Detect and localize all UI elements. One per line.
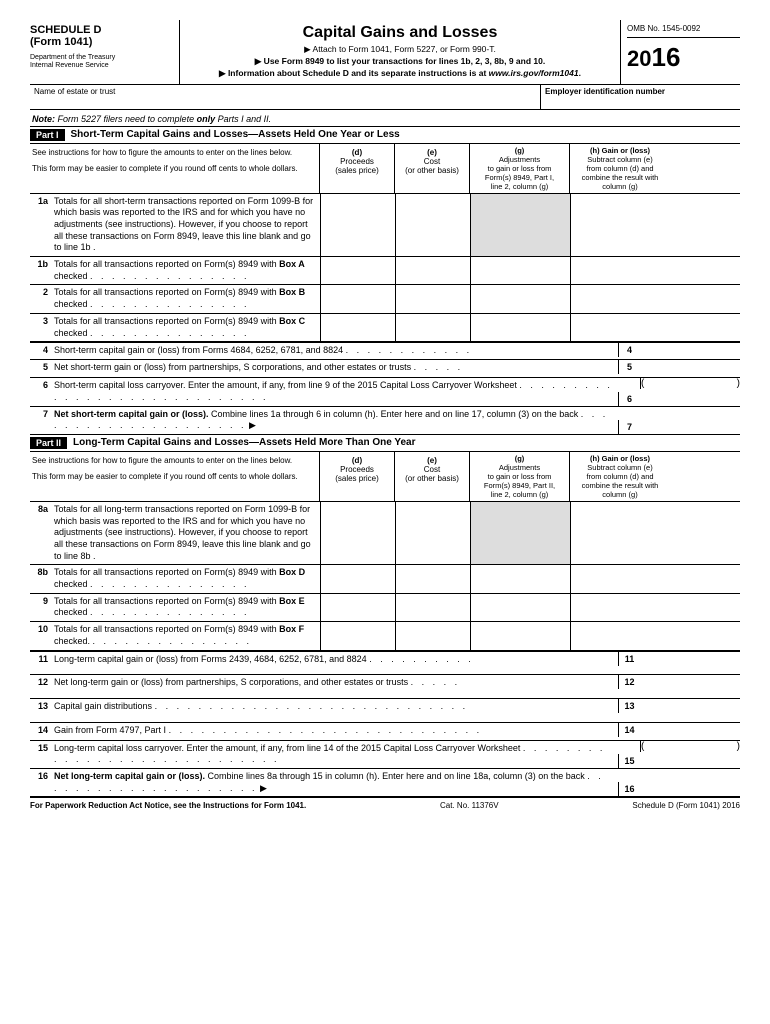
footer: For Paperwork Reduction Act Notice, see … — [30, 797, 740, 810]
cell-15[interactable]: () — [640, 741, 740, 752]
cell-3-h[interactable] — [570, 314, 670, 341]
name-of-estate-label[interactable]: Name of estate or trust — [30, 85, 540, 109]
cell-10-e[interactable] — [395, 622, 470, 649]
part2-col-headers: See instructions for how to figure the a… — [30, 452, 740, 502]
cell-2-h[interactable] — [570, 285, 670, 312]
cell-3-e[interactable] — [395, 314, 470, 341]
line-14: 14 Gain from Form 4797, Part I . . . . .… — [30, 723, 740, 741]
cell-1a-e[interactable] — [395, 194, 470, 256]
part1-tag: Part I — [30, 129, 65, 141]
line-1b: 1b Totals for all transactions reported … — [30, 257, 740, 285]
cell-8b-h[interactable] — [570, 565, 670, 592]
cell-2-e[interactable] — [395, 285, 470, 312]
schedule-label: SCHEDULE D — [30, 24, 173, 36]
form-label: (Form 1041) — [30, 36, 173, 48]
cell-9-g[interactable] — [470, 594, 570, 621]
line-1a: 1a Totals for all short-term transaction… — [30, 194, 740, 257]
cell-1a-d[interactable] — [320, 194, 395, 256]
cell-10-g[interactable] — [470, 622, 570, 649]
cell-1b-h[interactable] — [570, 257, 670, 284]
header-left: SCHEDULE D (Form 1041) Department of the… — [30, 20, 180, 84]
sub1: ▶ Attach to Form 1041, Form 5227, or For… — [188, 44, 612, 56]
cell-2-d[interactable] — [320, 285, 395, 312]
cell-8a-g — [470, 502, 570, 564]
dept-label: Department of the Treasury Internal Reve… — [30, 54, 173, 69]
footer-left: For Paperwork Reduction Act Notice, see … — [30, 801, 306, 810]
ein-label[interactable]: Employer identification number — [540, 85, 740, 109]
cell-9-e[interactable] — [395, 594, 470, 621]
part2-title: Long-Term Capital Gains and Losses—Asset… — [73, 437, 416, 448]
col-d: (d) Proceeds (sales price) — [320, 144, 395, 193]
line-11: 11 Long-term capital gain or (loss) from… — [30, 651, 740, 675]
cell-8b-d[interactable] — [320, 565, 395, 592]
line-12: 12 Net long-term gain or (loss) from par… — [30, 675, 740, 699]
note: Note: Form 5227 filers need to complete … — [30, 110, 740, 127]
footer-right: Schedule D (Form 1041) 2016 — [632, 801, 740, 810]
part1-title: Short-Term Capital Gains and Losses—Asse… — [71, 129, 400, 140]
cell-8b-e[interactable] — [395, 565, 470, 592]
col-instr: See instructions for how to figure the a… — [30, 144, 320, 193]
line-2: 2 Totals for all transactions reported o… — [30, 285, 740, 313]
line-10: 10 Totals for all transactions reported … — [30, 622, 740, 650]
tax-year: 2016 — [627, 42, 740, 73]
cell-6[interactable]: () — [640, 378, 740, 389]
part2-tag: Part II — [30, 437, 67, 449]
footer-mid: Cat. No. 11376V — [440, 801, 499, 810]
line-16: 16 Net long-term capital gain or (loss).… — [30, 769, 740, 797]
form-title: Capital Gains and Losses — [188, 24, 612, 42]
header-mid: Capital Gains and Losses ▶ Attach to For… — [180, 20, 620, 84]
line-9: 9 Totals for all transactions reported o… — [30, 594, 740, 622]
part1-col-headers: See instructions for how to figure the a… — [30, 144, 740, 194]
line-13: 13 Capital gain distributions . . . . . … — [30, 699, 740, 723]
cell-1a-g — [470, 194, 570, 256]
cell-1b-g[interactable] — [470, 257, 570, 284]
line-15: 15 Long-term capital loss carryover. Ent… — [30, 741, 740, 769]
cell-8a-e[interactable] — [395, 502, 470, 564]
line-8b: 8b Totals for all transactions reported … — [30, 565, 740, 593]
col-e: (e) Cost (or other basis) — [395, 144, 470, 193]
cell-9-d[interactable] — [320, 594, 395, 621]
name-row: Name of estate or trust Employer identif… — [30, 85, 740, 110]
part2-header: Part II Long-Term Capital Gains and Loss… — [30, 435, 740, 452]
cell-8b-g[interactable] — [470, 565, 570, 592]
line-6: 6 Short-term capital loss carryover. Ent… — [30, 378, 740, 406]
part1-header: Part I Short-Term Capital Gains and Loss… — [30, 127, 740, 144]
line-3: 3 Totals for all transactions reported o… — [30, 314, 740, 342]
cell-3-d[interactable] — [320, 314, 395, 341]
form-page: SCHEDULE D (Form 1041) Department of the… — [0, 0, 770, 830]
line-5: 5 Net short-term gain or (loss) from par… — [30, 360, 740, 378]
line-7: 7 Net short-term capital gain or (loss).… — [30, 407, 740, 435]
header-right: OMB No. 1545-0092 2016 — [620, 20, 740, 84]
cell-1a-h[interactable] — [570, 194, 670, 256]
header: SCHEDULE D (Form 1041) Department of the… — [30, 20, 740, 85]
col-h: (h) Gain or (loss) Subtract column (e) f… — [570, 144, 670, 193]
col-g: (g) Adjustments to gain or loss from For… — [470, 144, 570, 193]
cell-1b-d[interactable] — [320, 257, 395, 284]
cell-8a-h[interactable] — [570, 502, 670, 564]
cell-2-g[interactable] — [470, 285, 570, 312]
cell-10-h[interactable] — [570, 622, 670, 649]
sub3: ▶ Information about Schedule D and its s… — [188, 68, 612, 80]
cell-10-d[interactable] — [320, 622, 395, 649]
cell-1b-e[interactable] — [395, 257, 470, 284]
line-8a: 8a Totals for all long-term transactions… — [30, 502, 740, 565]
cell-9-h[interactable] — [570, 594, 670, 621]
omb-number: OMB No. 1545-0092 — [627, 24, 740, 38]
cell-8a-d[interactable] — [320, 502, 395, 564]
line-4: 4 Short-term capital gain or (loss) from… — [30, 342, 740, 360]
sub2: ▶ Use Form 8949 to list your transaction… — [188, 56, 612, 68]
cell-3-g[interactable] — [470, 314, 570, 341]
